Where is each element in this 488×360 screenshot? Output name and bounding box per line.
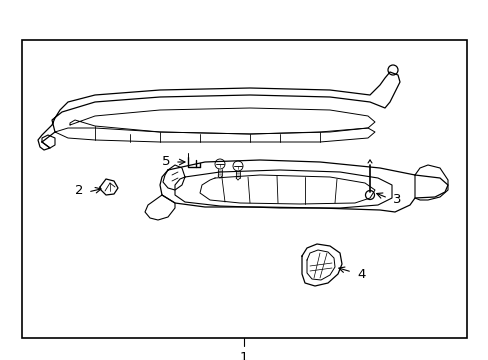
Text: 2: 2 xyxy=(74,184,83,198)
Bar xyxy=(22,40,466,338)
Text: 1: 1 xyxy=(239,351,248,360)
Text: 3: 3 xyxy=(392,193,401,207)
Text: 4: 4 xyxy=(356,267,365,280)
Text: 5: 5 xyxy=(161,156,170,168)
